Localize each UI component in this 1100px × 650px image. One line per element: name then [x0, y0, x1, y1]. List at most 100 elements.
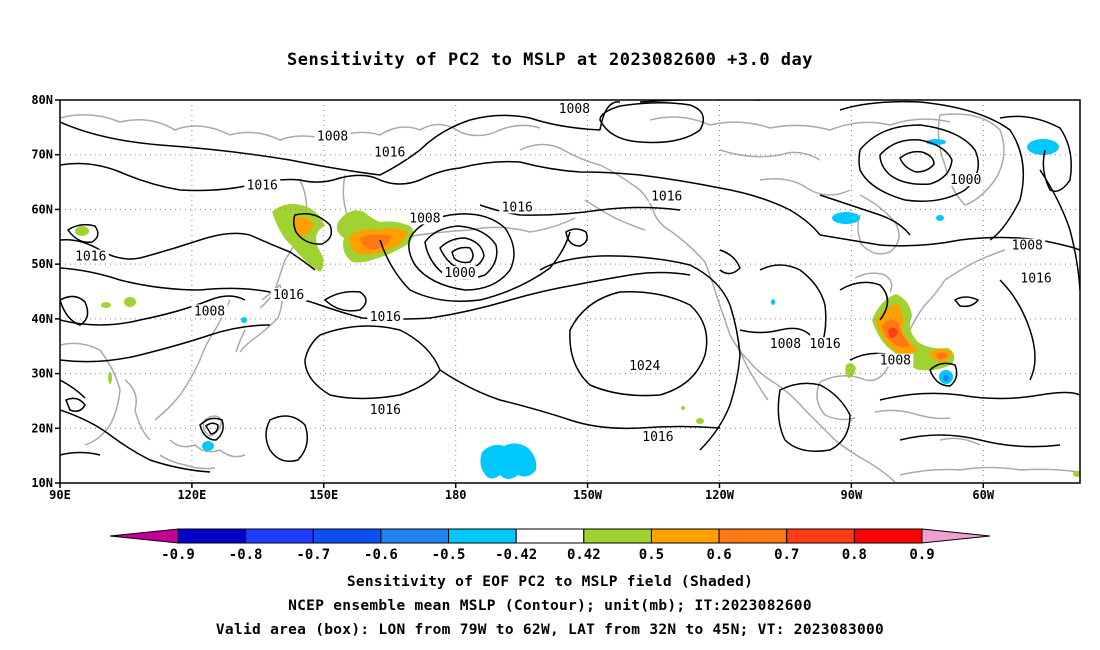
colorbar-label: 0.6 — [706, 547, 731, 563]
contour-label-bg — [406, 211, 443, 225]
contour-label-bg — [639, 430, 676, 444]
contour-label-bg — [72, 249, 109, 263]
colorbar-label: 0.8 — [842, 547, 867, 563]
colorbar-segment — [650, 528, 720, 544]
contour-label: 1016 — [273, 288, 304, 303]
colorbar-segment — [583, 528, 652, 544]
colorbar-segment — [380, 528, 450, 544]
contour-label-bg — [244, 178, 281, 192]
shade-positive-patch — [681, 406, 685, 410]
lat-tick-label: 20N — [31, 421, 53, 435]
contour-label: 1016 — [642, 430, 673, 445]
colorbar-label: -0.5 — [432, 547, 466, 563]
colorbar-right-triangle — [921, 528, 991, 544]
colorbar-label: 0.9 — [909, 547, 934, 563]
contour-label: 1016 — [651, 189, 682, 204]
contour-label-bg — [807, 337, 843, 351]
contour-label-bg — [626, 359, 663, 373]
shade-positive-patch — [936, 352, 948, 360]
contour-label-bg — [1018, 271, 1055, 285]
contour-label: 1024 — [629, 359, 660, 374]
colorbar-label: -0.8 — [229, 547, 263, 563]
contour-label: 1000 — [950, 173, 981, 188]
contour-label: 1016 — [247, 179, 278, 194]
plot-border — [59, 99, 1081, 484]
contour-label-bg — [371, 145, 408, 159]
longitude-labels: 90E 120E 150E 180 150W 120W 90W 60W — [49, 483, 995, 502]
contour-label-bg — [442, 266, 479, 280]
contour-label-bg — [367, 402, 404, 416]
shade-positive-patch — [101, 302, 111, 308]
graticule — [60, 100, 1080, 483]
lat-tick-label: 80N — [31, 93, 53, 107]
contour-label: 1016 — [502, 200, 533, 215]
shade-negative-patch — [771, 299, 775, 305]
contour-label-bg — [947, 173, 984, 187]
shade-positive-patch — [1073, 471, 1080, 477]
contour-label: 1016 — [370, 403, 401, 418]
colorbar-label: -0.42 — [495, 547, 537, 563]
contour-label-bg — [191, 304, 228, 318]
shade-negative-patch — [943, 375, 949, 381]
plot-area — [60, 100, 1080, 483]
contour-label: 1008 — [194, 304, 225, 319]
contour-label: 1016 — [1020, 272, 1051, 287]
contour-label: 1008 — [1012, 239, 1043, 254]
shade-positive-patch — [845, 363, 856, 378]
shade-negative-patch — [241, 317, 247, 323]
lat-tick-label: 30N — [31, 367, 53, 381]
lon-tick-label: 150E — [309, 488, 338, 502]
colorbar-segment — [448, 528, 517, 544]
contour-label-bg — [1009, 238, 1046, 252]
lon-tick-label: 60W — [972, 488, 994, 502]
lat-tick-label: 40N — [31, 312, 53, 326]
shade-negative-patch — [1027, 139, 1059, 155]
map-title: Sensitivity of PC2 to MSLP at 2023082600… — [286, 50, 813, 70]
lon-tick-label: 180 — [445, 488, 467, 502]
contour-label: 1008 — [880, 354, 911, 369]
lat-tick-label: 50N — [31, 257, 53, 271]
shade-positive-patch — [124, 297, 136, 307]
colorbar-label: -0.7 — [296, 547, 330, 563]
sensitivity-shading — [75, 139, 1080, 479]
caption-shading: Sensitivity of EOF PC2 to MSLP field (Sh… — [346, 574, 754, 590]
colorbar-segment — [786, 528, 855, 544]
shade-positive-patch — [293, 216, 314, 236]
lat-tick-label: 70N — [31, 148, 53, 162]
contour-label-bg — [314, 129, 351, 143]
contour-label: 1000 — [444, 266, 475, 281]
contour-label: 1008 — [409, 211, 440, 226]
lon-tick-label: 150W — [573, 488, 603, 502]
contour-label: 1008 — [317, 129, 348, 144]
caption-valid-area: Valid area (box): LON from 79W to 62W, L… — [215, 622, 885, 638]
lat-tick-label: 10N — [31, 476, 53, 490]
shade-positive-patch — [108, 372, 112, 384]
mslp-contours — [60, 100, 1080, 473]
colorbar-left-triangle — [109, 528, 179, 544]
colorbar-segment — [177, 528, 247, 544]
contour-label-bg — [367, 309, 404, 323]
colorbar-label: 0.5 — [639, 547, 664, 563]
contour-label: 1016 — [374, 146, 405, 161]
lat-tick-label: 60N — [31, 202, 53, 216]
contour-label: 1016 — [75, 250, 106, 265]
shade-positive-patch — [360, 234, 392, 250]
valid-area-box — [0, 292, 12, 363]
contour-label-bg — [556, 101, 593, 115]
shade-negative-patch — [936, 215, 944, 221]
contour-label: 1008 — [559, 102, 590, 117]
colorbar-label: 0.42 — [567, 547, 601, 563]
shade-negative-patch — [202, 441, 214, 451]
colorbar-segment — [312, 528, 382, 544]
contour-label-bg — [648, 189, 685, 203]
colorbar-segment — [245, 528, 314, 544]
latitude-labels: 80N 70N 60N 50N 40N 30N 20N 10N — [31, 93, 60, 490]
contour-label: 1008 — [770, 337, 801, 352]
shade-positive-patch — [888, 327, 898, 338]
colorbar-segment — [718, 528, 788, 544]
lon-tick-label: 120W — [705, 488, 735, 502]
contour-label-bg — [270, 287, 307, 301]
colorbar-label: 0.7 — [774, 547, 799, 563]
shade-positive-patch — [696, 418, 704, 424]
